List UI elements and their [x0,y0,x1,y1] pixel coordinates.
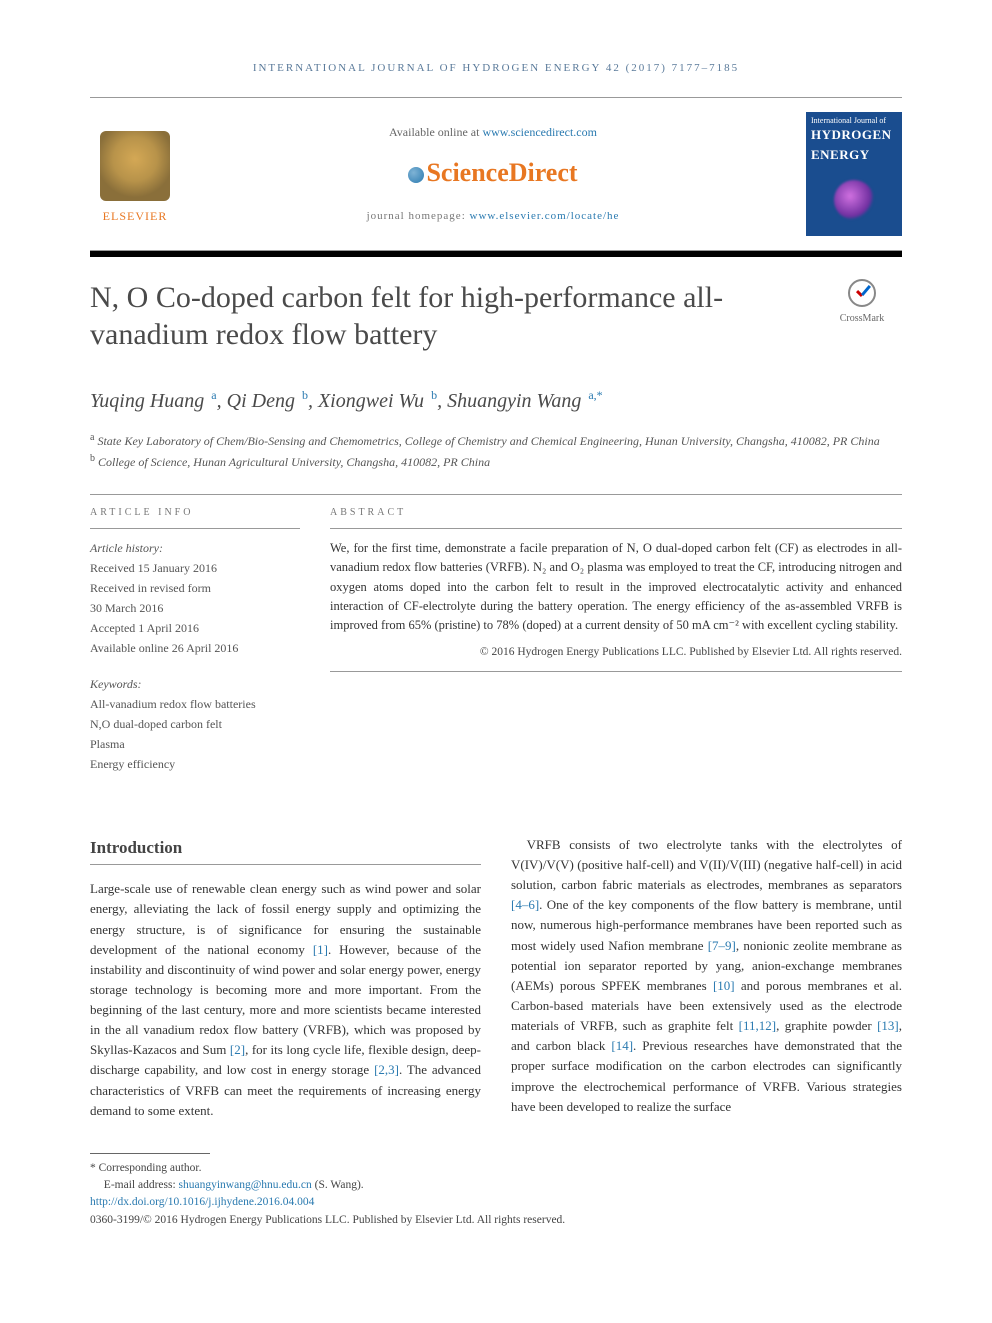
sciencedirect-link[interactable]: www.sciencedirect.com [482,125,597,139]
citation-link[interactable]: [2,3] [374,1062,399,1077]
footer-block: * Corresponding author. E-mail address: … [90,1153,902,1229]
author: Qi Deng [227,390,295,412]
intro-block: Introduction Large-scale use of renewabl… [90,835,481,1121]
doi-link[interactable]: http://dx.doi.org/10.1016/j.ijhydene.201… [90,1196,314,1208]
abstract-copyright: © 2016 Hydrogen Energy Publications LLC.… [330,644,902,661]
history-line: 30 March 2016 [90,599,300,617]
keywords-block: Keywords: All-vanadium redox flow batter… [90,675,300,773]
introduction-heading: Introduction [90,835,481,865]
sciencedirect-logo: ScienceDirect [198,153,788,192]
author: Xiongwei Wu [318,390,424,412]
article-history-label: Article history: [90,539,300,557]
available-online-line: Available online at www.sciencedirect.co… [198,123,788,141]
elsevier-logo: ELSEVIER [90,119,180,229]
crossmark-badge[interactable]: CrossMark [822,279,902,326]
citation-link[interactable]: [7–9] [708,938,736,953]
keyword: Energy efficiency [90,755,300,773]
homepage-link[interactable]: www.elsevier.com/locate/he [470,210,620,222]
keyword: Plasma [90,735,300,753]
crossmark-label: CrossMark [840,311,884,326]
affiliation: bCollege of Science, Hunan Agricultural … [90,451,902,472]
info-grid: ARTICLE INFO Article history: Received 1… [90,495,902,775]
article-info-label: ARTICLE INFO [90,495,300,529]
citation-link[interactable]: [10] [713,978,735,993]
cover-art-icon [834,180,874,220]
masthead-center: Available online at www.sciencedirect.co… [198,123,788,225]
keyword: All-vanadium redox flow batteries [90,695,300,713]
article-history-lines: Received 15 January 2016 Received in revi… [90,559,300,657]
abstract-bottom-rule [330,671,902,672]
email-label: E-mail address: [104,1179,179,1191]
citation-link[interactable]: [13] [877,1018,899,1033]
page-container: INTERNATIONAL JOURNAL OF HYDROGEN ENERGY… [0,0,992,1269]
cover-line2: HYDROGEN [811,125,897,145]
email-line: E-mail address: shuangyinwang@hnu.edu.cn… [90,1177,902,1194]
body-paragraph-1: Large-scale use of renewable clean energ… [90,879,481,1121]
cover-line3: ENERGY [811,145,897,165]
history-line: Accepted 1 April 2016 [90,619,300,637]
article-title: N, O Co-doped carbon felt for high-perfo… [90,279,806,354]
available-prefix: Available online at [389,125,482,139]
email-suffix: (S. Wang). [312,1179,364,1191]
affiliations: aState Key Laboratory of Chem/Bio-Sensin… [90,430,902,472]
author: Shuangyin Wang [447,390,581,412]
elsevier-tree-icon [100,131,170,201]
history-line: Available online 26 April 2016 [90,639,300,657]
footer-rule [90,1153,210,1154]
keywords-label: Keywords: [90,675,300,693]
masthead: ELSEVIER Available online at www.science… [90,97,902,251]
issn-copyright-line: 0360-3199/© 2016 Hydrogen Energy Publica… [90,1212,902,1229]
body-paragraph-2: VRFB consists of two electrolyte tanks w… [511,835,902,1117]
thick-rule [90,251,902,257]
sd-globe-icon [408,167,424,183]
sd-logo-text: ScienceDirect [426,158,577,187]
abstract-column: ABSTRACT We, for the first time, demonst… [330,495,902,775]
article-info-column: ARTICLE INFO Article history: Received 1… [90,495,300,775]
abstract-text: We, for the first time, demonstrate a fa… [330,539,902,636]
crossmark-icon [848,279,876,307]
citation-link[interactable]: [2] [230,1042,245,1057]
elsevier-wordmark: ELSEVIER [103,207,168,225]
homepage-label: journal homepage: [367,210,470,222]
body-columns: Introduction Large-scale use of renewabl… [90,835,902,1121]
keywords-lines: All-vanadium redox flow batteries N,O dua… [90,695,300,773]
email-link[interactable]: shuangyinwang@hnu.edu.cn [179,1179,312,1191]
affiliation: aState Key Laboratory of Chem/Bio-Sensin… [90,430,902,451]
corresponding-author: * Corresponding author. [90,1160,902,1177]
journal-cover-thumbnail: International Journal of HYDROGEN ENERGY [806,112,902,236]
journal-homepage-line: journal homepage: www.elsevier.com/locat… [198,208,788,225]
title-row: N, O Co-doped carbon felt for high-perfo… [90,279,902,354]
history-line: Received 15 January 2016 [90,559,300,577]
citation-link[interactable]: [4–6] [511,897,539,912]
history-line: Received in revised form [90,579,300,597]
running-header: INTERNATIONAL JOURNAL OF HYDROGEN ENERGY… [90,60,902,77]
keyword: N,O dual-doped carbon felt [90,715,300,733]
authors-line: Yuqing Huang a, Qi Deng b, Xiongwei Wu b… [90,386,902,416]
citation-link[interactable]: [1] [313,942,328,957]
citation-link[interactable]: [11,12] [739,1018,776,1033]
cover-line1: International Journal of [811,117,897,126]
author: Yuqing Huang [90,390,204,412]
citation-link[interactable]: [14] [611,1038,633,1053]
abstract-label: ABSTRACT [330,495,902,529]
